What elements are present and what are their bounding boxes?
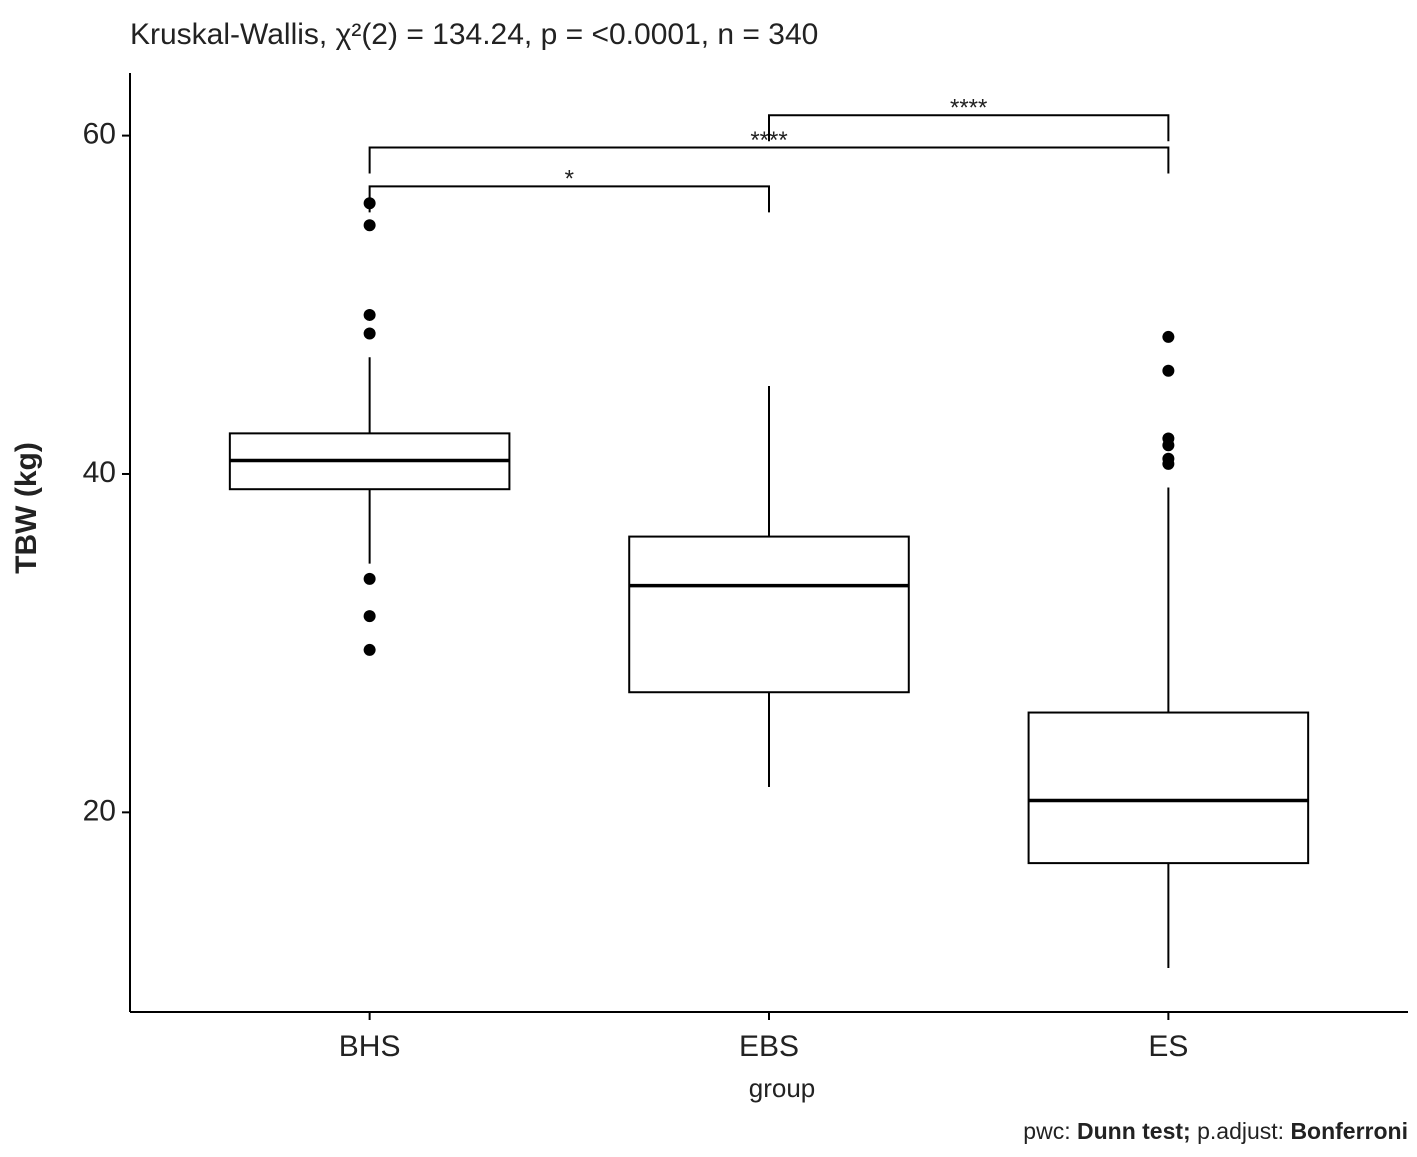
y-tick-label: 40 [83, 456, 116, 489]
caption-part: p.adjust: [1197, 1118, 1284, 1144]
significance-label: **** [950, 95, 987, 122]
box [628, 535, 910, 694]
significance-label: * [565, 166, 574, 193]
y-tick-label: 20 [83, 794, 116, 827]
caption-part: pwc: [1023, 1118, 1070, 1144]
bracket [368, 185, 770, 213]
box [1027, 711, 1310, 865]
outlier [1162, 457, 1175, 470]
x-tick-label: EBS [739, 1030, 799, 1063]
outlier [1162, 330, 1175, 343]
outlier [363, 572, 376, 585]
outlier [363, 327, 376, 340]
x-tick-label: ES [1148, 1030, 1188, 1063]
caption-part: Dunn test; [1077, 1118, 1191, 1144]
caption-part: Bonferroni [1290, 1118, 1408, 1144]
bracket [768, 114, 1170, 142]
x-tick-label: BHS [339, 1030, 401, 1063]
outlier [363, 610, 376, 623]
chart-title: Kruskal-Wallis, χ²(2) = 134.24, p = <0.0… [130, 18, 818, 51]
outlier [1162, 364, 1175, 377]
x-axis-label: group [749, 1073, 816, 1103]
outlier [363, 219, 376, 232]
caption: pwc: Dunn test; p.adjust: Bonferroni [1023, 1118, 1408, 1144]
outlier [363, 643, 376, 656]
outlier [1162, 439, 1175, 452]
y-axis-label: TBW (kg) [10, 442, 43, 574]
y-tick-label: 60 [83, 118, 116, 151]
outlier [363, 308, 376, 321]
bracket [368, 146, 1170, 174]
